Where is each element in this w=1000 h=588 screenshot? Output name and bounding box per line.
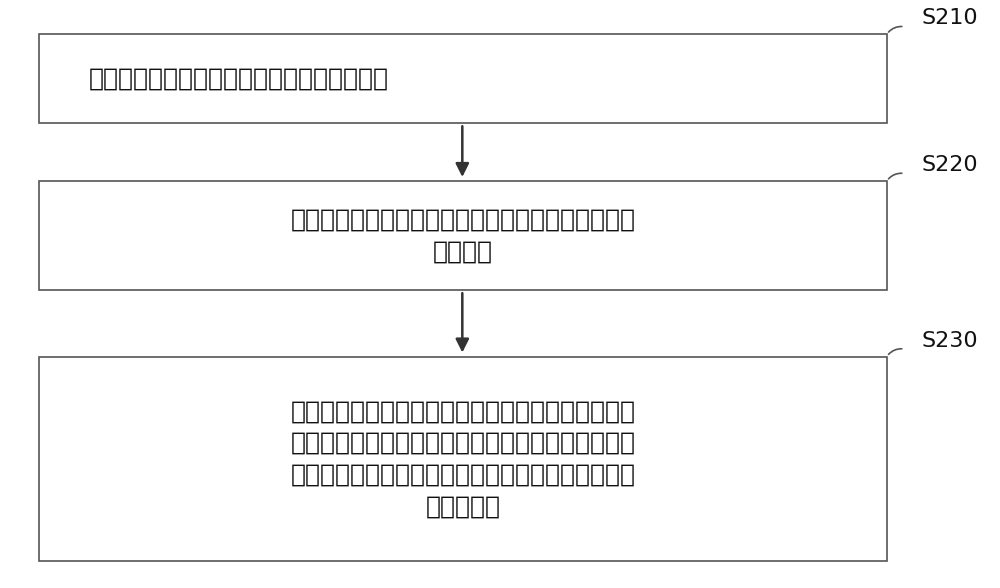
Text: S220: S220 bbox=[921, 155, 978, 175]
FancyBboxPatch shape bbox=[39, 34, 887, 123]
Text: 将含硫溶液转入多级蕲发器，得到含硫浓缩液: 将含硫溶液转入多级蕲发器，得到含硫浓缩液 bbox=[88, 67, 388, 91]
Text: 至浓缩后的亚硫酸氢钓溶液的质量分数大于或等于预: 至浓缩后的亚硫酸氢钓溶液的质量分数大于或等于预 bbox=[290, 463, 635, 486]
Text: S210: S210 bbox=[921, 8, 978, 28]
FancyBboxPatch shape bbox=[39, 181, 887, 290]
Text: 若亚硫酸氢钓溶液的质量分数小于预设浓度阈値，将: 若亚硫酸氢钓溶液的质量分数小于预设浓度阈値，将 bbox=[290, 399, 635, 423]
Text: S230: S230 bbox=[921, 331, 978, 351]
Text: 设浓度阈値: 设浓度阈値 bbox=[425, 494, 500, 518]
FancyBboxPatch shape bbox=[39, 356, 887, 561]
Text: 亚硫酸氢钓溶液转入三合一分离器进行浓缩处理，直: 亚硫酸氢钓溶液转入三合一分离器进行浓缩处理，直 bbox=[290, 431, 635, 455]
Text: 将含硫浓缩液转入三合一分离器，得到滤饼和亚硫酸: 将含硫浓缩液转入三合一分离器，得到滤饼和亚硫酸 bbox=[290, 208, 635, 232]
Text: 氢钓溶液: 氢钓溶液 bbox=[433, 239, 493, 263]
